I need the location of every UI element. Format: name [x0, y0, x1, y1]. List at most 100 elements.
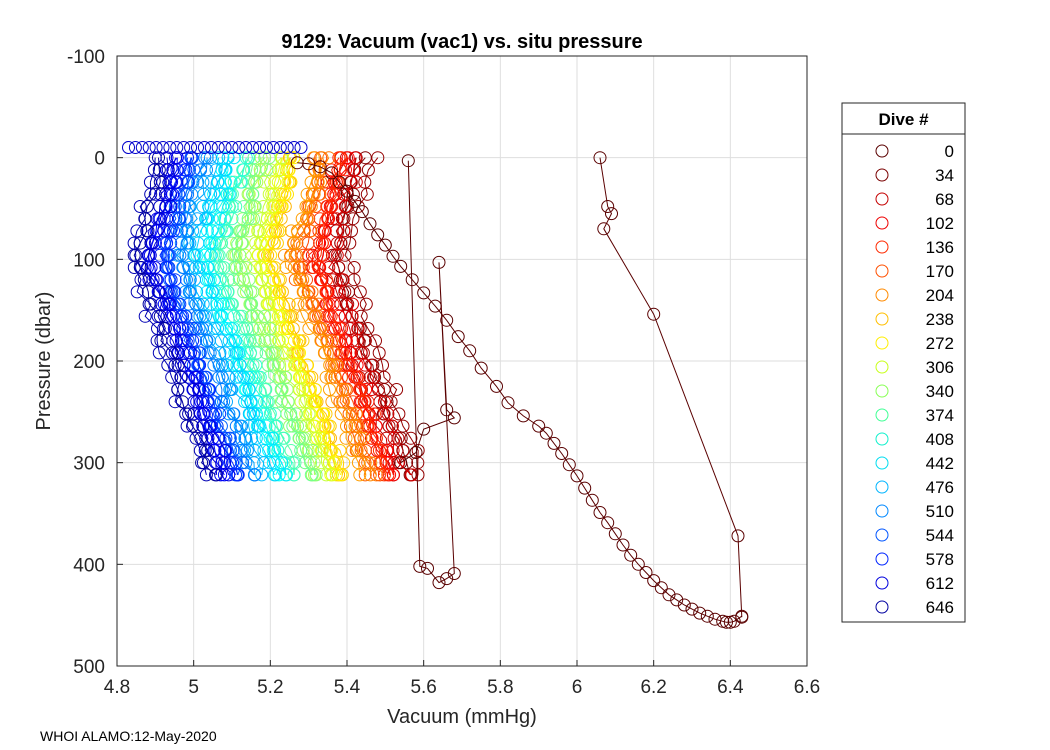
profile-marker [160, 236, 174, 250]
profile-marker [194, 224, 208, 238]
data-point [340, 184, 354, 198]
profile-line [312, 157, 385, 476]
profile-marker [189, 431, 203, 445]
legend-label: 136 [926, 238, 954, 257]
profile-marker [323, 383, 336, 396]
data-point [440, 403, 454, 417]
profile-marker [199, 212, 213, 226]
profile-marker [338, 358, 352, 372]
profile-marker [138, 309, 152, 323]
profile-marker [293, 273, 307, 287]
profile-marker [234, 175, 247, 189]
profile-marker [249, 358, 263, 372]
legend-marker [875, 144, 889, 158]
profile-marker [267, 468, 281, 482]
profile-marker [279, 261, 293, 274]
profile-marker [339, 334, 353, 348]
profile-marker [361, 395, 375, 409]
profile-line [140, 157, 218, 475]
profile-marker [159, 187, 172, 201]
profile-45 [127, 151, 222, 482]
profile-marker [224, 322, 238, 335]
data-point [601, 200, 615, 213]
profile-marker [152, 285, 166, 299]
data-point [355, 205, 369, 219]
profile-marker [239, 456, 253, 470]
y-tick-label: 0 [94, 149, 105, 170]
surface-marker [287, 141, 301, 154]
data-point [624, 548, 638, 562]
profile-marker [181, 370, 195, 384]
profile-marker [229, 200, 243, 213]
profile-marker [201, 444, 215, 457]
x-tick-label: 4.8 [104, 677, 130, 698]
data-point [685, 602, 699, 616]
legend-label: 340 [926, 382, 954, 401]
surface-marker [218, 141, 232, 154]
profile-marker [360, 187, 374, 201]
profile-marker [203, 383, 216, 396]
profile-line [235, 157, 315, 475]
profile-marker [171, 383, 185, 396]
surface-marker [260, 141, 273, 154]
profile-marker [354, 309, 368, 323]
profile-marker [147, 163, 161, 177]
profile-marker [222, 187, 236, 201]
profile-marker [167, 285, 181, 299]
profile-marker [284, 407, 298, 421]
profile-marker [323, 456, 336, 470]
profile-marker [333, 444, 347, 457]
data-point [662, 588, 676, 602]
surface-marker [232, 141, 246, 154]
profile-marker [309, 309, 323, 323]
data-point [605, 207, 618, 221]
data-point [631, 557, 645, 571]
profile-marker [173, 212, 186, 226]
profile-line [328, 157, 413, 476]
data-point [708, 612, 722, 626]
profile-marker [354, 383, 368, 396]
profile-marker [345, 407, 359, 421]
data-point [401, 154, 415, 168]
surface-marker [239, 141, 253, 154]
profile-marker [304, 175, 318, 189]
data-point [616, 538, 630, 552]
profile-marker [361, 322, 375, 335]
data-point [647, 574, 661, 588]
data-point [440, 572, 454, 586]
profile-marker [165, 346, 179, 360]
profile-marker [201, 346, 215, 360]
y-tick-label: 100 [73, 250, 105, 271]
profile-marker [271, 358, 285, 372]
profile-marker [209, 163, 223, 177]
profile-marker [196, 419, 210, 433]
profile-marker [335, 346, 349, 360]
data-point [386, 249, 400, 263]
profile-marker [142, 248, 155, 262]
profile-marker [372, 346, 386, 360]
legend-marker [875, 528, 889, 542]
profile-marker [357, 395, 371, 409]
profile-marker [237, 370, 251, 384]
legend-label: 68 [935, 190, 954, 209]
profile-marker [258, 151, 272, 165]
data-point [539, 426, 553, 440]
legend-label: 612 [926, 574, 954, 593]
profile-marker [353, 468, 367, 482]
profile-marker [192, 261, 206, 274]
profile-marker [312, 261, 326, 274]
data-point [432, 255, 446, 269]
profile-marker [159, 261, 173, 274]
data-point [332, 175, 346, 189]
profile-marker [308, 431, 322, 445]
profile-13 [277, 151, 367, 482]
profile-marker [160, 212, 174, 226]
profile-line [207, 157, 287, 476]
profile-marker [309, 468, 323, 482]
legend-marker [875, 576, 889, 590]
profile-marker [157, 224, 171, 238]
legend-label: 170 [926, 262, 954, 281]
profile-marker [338, 248, 352, 262]
profile-marker [396, 419, 410, 433]
surface-marker [184, 141, 198, 154]
